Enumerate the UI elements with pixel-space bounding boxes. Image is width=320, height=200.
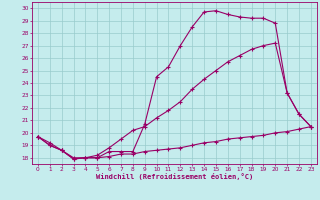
- X-axis label: Windchill (Refroidissement éolien,°C): Windchill (Refroidissement éolien,°C): [96, 173, 253, 180]
